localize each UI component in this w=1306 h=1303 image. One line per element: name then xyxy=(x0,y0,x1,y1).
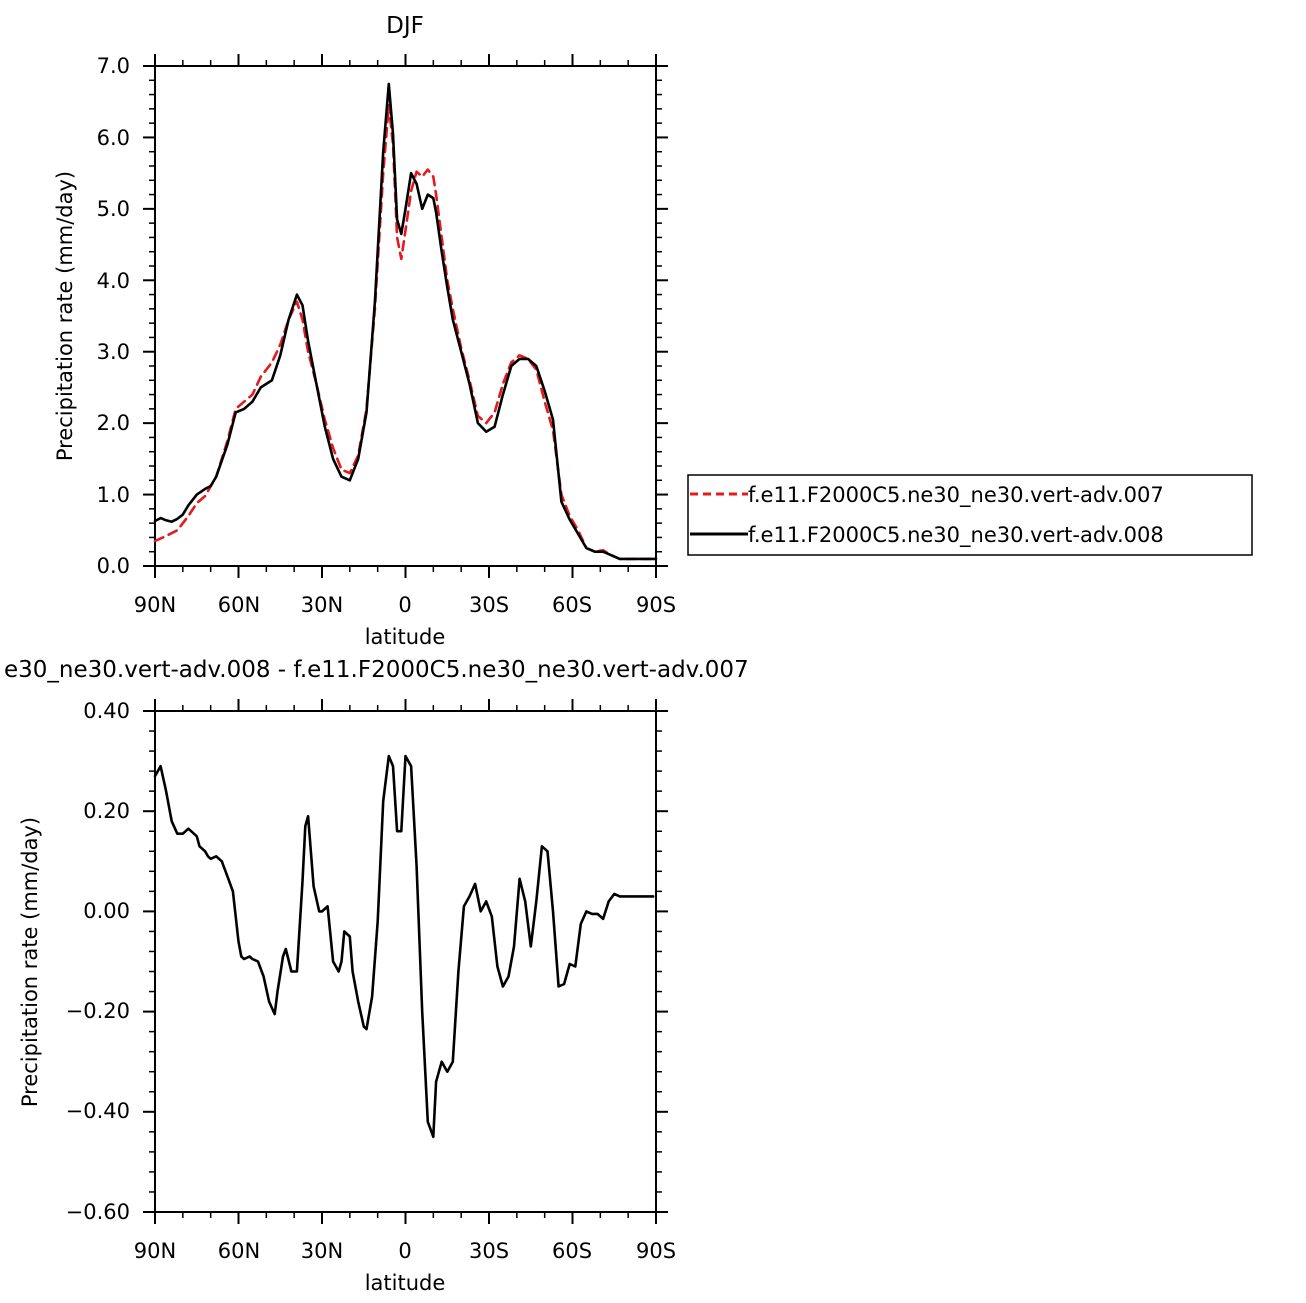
bottom-x-tick-label: 90N xyxy=(134,1239,176,1263)
bottom-x-tick-label: 30N xyxy=(301,1239,343,1263)
top-x-tick-label: 30N xyxy=(301,593,343,617)
bottom-y-tick-label: 0.40 xyxy=(83,699,130,723)
bottom-y-tick-label: −0.40 xyxy=(66,1099,130,1123)
top-x-axis-title: latitude xyxy=(365,625,446,649)
bottom-y-tick-label: −0.20 xyxy=(66,999,130,1023)
top-y-tick-label: 6.0 xyxy=(97,126,130,150)
top-x-tick-label: 60N xyxy=(218,593,260,617)
top-tick-marks xyxy=(143,54,668,578)
legend: f.e11.F2000C5.ne30_ne30.vert-adv.007 f.e… xyxy=(687,474,1253,556)
bottom-y-tick-label: 0.20 xyxy=(83,799,130,823)
legend-label-008: f.e11.F2000C5.ne30_ne30.vert-adv.008 xyxy=(748,523,1164,548)
top-y-tick-label: 0.0 xyxy=(97,554,130,578)
legend-box xyxy=(687,474,1253,556)
bottom-y-tick-labels: 0.40 0.20 0.00 −0.20 −0.40 −0.60 xyxy=(66,699,130,1224)
top-plot-frame xyxy=(154,65,657,567)
top-series-line-1 xyxy=(153,82,658,561)
bottom-series-line-0 xyxy=(153,754,655,1139)
top-y-tick-label: 2.0 xyxy=(97,411,130,435)
top-y-tick-label: 4.0 xyxy=(97,269,130,293)
bottom-y-axis-title: Precipitation rate (mm/day) xyxy=(18,817,42,1107)
top-y-tick-labels: 0.0 1.0 2.0 3.0 4.0 5.0 6.0 7.0 xyxy=(97,54,130,578)
top-x-tick-label: 90N xyxy=(134,593,176,617)
bottom-plot-area xyxy=(143,699,668,1224)
top-y-axis-title: Precipitation rate (mm/day) xyxy=(53,171,77,461)
bottom-y-tick-label: −0.60 xyxy=(66,1200,130,1224)
top-panel: DJF 90N 60N 30N 0 30S 60S 90S 0.0 1.0 2.… xyxy=(53,13,1253,649)
bottom-x-axis-title: latitude xyxy=(365,1271,446,1295)
top-chart-title: DJF xyxy=(386,13,424,39)
bottom-panel: e30_ne30.vert-adv.008 - f.e11.F2000C5.ne… xyxy=(4,657,749,1295)
top-plot-area xyxy=(143,54,668,578)
top-y-tick-label: 3.0 xyxy=(97,340,130,364)
top-y-tick-label: 7.0 xyxy=(97,54,130,78)
top-x-tick-label: 30S xyxy=(469,593,509,617)
top-x-tick-label: 90S xyxy=(636,593,676,617)
top-y-tick-label: 1.0 xyxy=(97,483,130,507)
top-x-tick-labels: 90N 60N 30N 0 30S 60S 90S xyxy=(134,593,676,617)
bottom-plot-frame xyxy=(154,710,657,1213)
bottom-tick-marks xyxy=(143,699,668,1224)
top-x-tick-label: 60S xyxy=(552,593,592,617)
bottom-x-tick-label: 0 xyxy=(398,1239,411,1263)
top-y-tick-label: 5.0 xyxy=(97,197,130,221)
bottom-series-lines xyxy=(153,754,655,1139)
bottom-x-tick-label: 90S xyxy=(636,1239,676,1263)
top-series-lines xyxy=(153,82,658,561)
bottom-x-tick-label: 60N xyxy=(218,1239,260,1263)
top-series-line-0 xyxy=(153,104,658,561)
bottom-chart-title: e30_ne30.vert-adv.008 - f.e11.F2000C5.ne… xyxy=(4,657,749,683)
top-x-tick-label: 0 xyxy=(398,593,411,617)
bottom-x-tick-label: 60S xyxy=(552,1239,592,1263)
bottom-x-tick-labels: 90N 60N 30N 0 30S 60S 90S xyxy=(134,1239,676,1263)
bottom-y-tick-label: 0.00 xyxy=(83,899,130,923)
bottom-x-tick-label: 30S xyxy=(469,1239,509,1263)
legend-label-007: f.e11.F2000C5.ne30_ne30.vert-adv.007 xyxy=(748,483,1164,508)
